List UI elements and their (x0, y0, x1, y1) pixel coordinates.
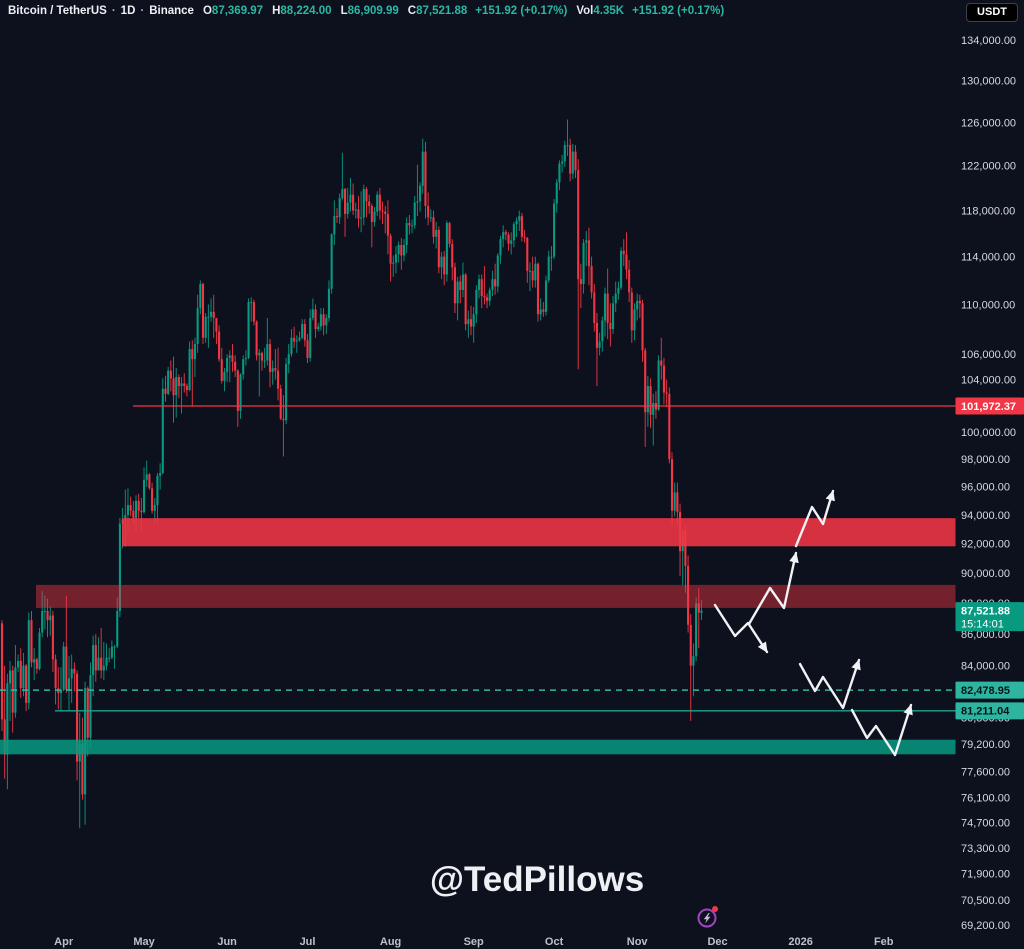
projection-arrows-layer[interactable] (713, 489, 913, 757)
y-axis-tick: 98,000.00 (961, 454, 1010, 466)
zigzag-arrow (747, 551, 799, 626)
y-axis-tick: 76,100.00 (961, 793, 1010, 805)
lightning-icon (697, 906, 718, 928)
price-axis-labels: 101,972.37 82,478.95 81,211.04 87,521.8815:… (955, 397, 1024, 720)
y-axis-tick: 122,000.00 (961, 161, 1016, 173)
svg-text:81,211.04: 81,211.04 (961, 706, 1010, 718)
separator-dot: · (111, 5, 116, 17)
y-axis-tick: 69,200.00 (961, 920, 1010, 932)
y-axis-tick: 79,200.00 (961, 739, 1010, 751)
time-axis[interactable]: Apr May Jun Jul Aug Sep Oct Nov Dec 2026 Feb (54, 936, 894, 948)
x-axis-tick: Feb (874, 936, 894, 948)
x-axis-tick: 2026 (788, 936, 812, 948)
volume-value: 4.35K (593, 5, 625, 17)
zigzag-arrow (713, 603, 769, 654)
svg-text:87,521.88: 87,521.88 (961, 605, 1010, 617)
supply-zone-upper (122, 518, 956, 547)
zigzag-arrow (794, 489, 835, 548)
price-change: +151.92 (+0.17%) (475, 5, 568, 17)
volume-label: Vol (576, 5, 594, 17)
symbol-info-bar: Bitcoin / TetherUS · 1D · Binance O 87,3… (8, 5, 724, 17)
svg-text:101,972.37: 101,972.37 (961, 401, 1016, 413)
zones-layer[interactable] (0, 518, 956, 755)
demand-zone (0, 739, 956, 755)
x-axis-tick: Nov (627, 936, 649, 948)
y-axis-tick: 114,000.00 (961, 251, 1015, 263)
watermark-handle: @TedPillows (429, 860, 645, 899)
y-axis-tick: 71,900.00 (961, 869, 1010, 881)
y-axis-tick: 84,000.00 (961, 660, 1010, 672)
y-axis-tick: 126,000.00 (961, 117, 1016, 129)
x-axis-tick: Sep (464, 936, 484, 948)
candles-layer (0, 119, 703, 829)
y-axis-tick: 90,000.00 (961, 568, 1010, 580)
x-axis-tick: Aug (380, 936, 401, 948)
timeframe[interactable]: 1D (120, 5, 136, 17)
axis-price-label (955, 397, 1024, 415)
flash-events-icon[interactable] (695, 905, 719, 929)
current-price-label (955, 602, 1024, 632)
axis-price-label (955, 681, 1024, 699)
separator-dot: · (140, 5, 145, 17)
low-value: 86,909.99 (347, 5, 399, 17)
x-axis-tick: Jun (217, 936, 237, 948)
x-axis-tick: May (133, 936, 155, 948)
high-value: 88,224.00 (280, 5, 332, 17)
exchange-name[interactable]: Binance (149, 5, 194, 17)
high-label: H (272, 5, 281, 17)
x-axis-tick: Dec (707, 936, 727, 948)
open-value: 87,369.97 (211, 5, 264, 17)
zigzag-arrow (850, 703, 913, 757)
y-axis-tick: 86,000.00 (961, 629, 1010, 641)
y-axis-tick: 77,600.00 (961, 767, 1010, 779)
y-axis-tick: 94,000.00 (961, 510, 1010, 522)
supply-zone-lower (36, 584, 956, 608)
close-value: 87,521.88 (416, 5, 468, 17)
y-axis-tick: 106,000.00 (961, 349, 1016, 361)
x-axis-tick: Oct (545, 936, 564, 948)
symbol-name[interactable]: Bitcoin / TetherUS (8, 5, 107, 17)
y-axis-tick: 74,700.00 (961, 818, 1010, 830)
y-axis-tick: 118,000.00 (961, 205, 1015, 217)
horizontal-lines-layer[interactable] (0, 405, 956, 712)
low-label: L (340, 5, 348, 17)
currency-badge[interactable]: USDT (966, 3, 1018, 22)
price-axis[interactable]: 134,000.00 130,000.00 126,000.00 122,000.00… (961, 35, 1016, 932)
zigzag-arrow (798, 658, 861, 710)
svg-text:15:14:01: 15:14:01 (961, 618, 1004, 630)
y-axis-tick: 73,300.00 (961, 843, 1010, 855)
y-axis-tick: 92,000.00 (961, 539, 1010, 551)
volume-change: +151.92 (+0.17%) (632, 5, 725, 17)
axis-price-label (955, 702, 1024, 720)
y-axis-tick: 100,000.00 (961, 427, 1016, 439)
open-label: O (202, 5, 212, 17)
y-axis-tick: 96,000.00 (961, 482, 1010, 494)
y-axis-tick: 110,000.00 (961, 299, 1015, 311)
close-label: C (407, 5, 417, 17)
svg-text:82,478.95: 82,478.95 (961, 685, 1010, 697)
y-axis-tick: 134,000.00 (961, 35, 1016, 47)
y-axis-tick: 130,000.00 (961, 76, 1016, 88)
x-axis-tick: Jul (300, 936, 316, 948)
y-axis-tick: 104,000.00 (961, 374, 1016, 386)
y-axis-tick: 70,500.00 (961, 895, 1010, 907)
x-axis-tick: Apr (54, 936, 74, 948)
